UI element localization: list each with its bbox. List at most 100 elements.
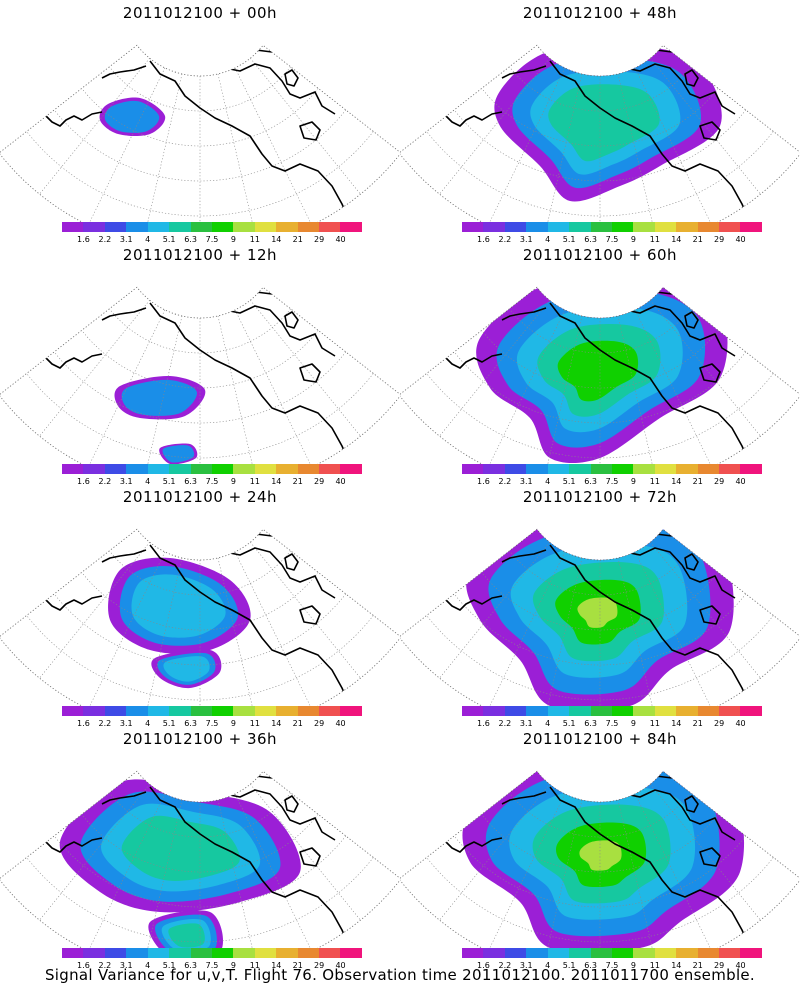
colorbar-tick-label: 1.6 bbox=[77, 961, 90, 970]
colorbar-swatch bbox=[104, 948, 127, 958]
colorbar-swatch bbox=[547, 222, 570, 232]
colorbar-tick-label: 4 bbox=[145, 719, 151, 728]
colorbar-swatch bbox=[504, 464, 527, 474]
colorbar-swatch bbox=[740, 464, 762, 474]
polar-map bbox=[400, 44, 800, 222]
panel-title: 2011012100 + 36h bbox=[122, 730, 278, 748]
colorbar-swatch bbox=[526, 948, 548, 958]
colorbar-tick-label: 29 bbox=[714, 719, 725, 728]
colorbar-tick-label: 2.2 bbox=[498, 477, 512, 486]
colorbar-tick-label: 7.5 bbox=[205, 477, 219, 486]
colorbar-swatch bbox=[211, 464, 234, 474]
polar-map bbox=[0, 528, 400, 706]
colorbar bbox=[62, 706, 362, 716]
colorbar-tick-label: 14 bbox=[271, 235, 282, 244]
colorbar-tick-label: 2.2 bbox=[98, 719, 112, 728]
colorbar-swatch bbox=[126, 464, 148, 474]
panel-title: 2011012100 + 48h bbox=[522, 4, 678, 22]
colorbar-tick-label: 1.6 bbox=[77, 719, 90, 728]
panel-title: 2011012100 + 00h bbox=[122, 4, 278, 22]
colorbar-tick-label: 1.6 bbox=[77, 235, 90, 244]
colorbar-tick-label: 11 bbox=[649, 477, 660, 486]
colorbar-swatch bbox=[62, 464, 84, 474]
colorbar-tick-label: 9 bbox=[230, 961, 236, 970]
colorbar-swatch bbox=[654, 464, 677, 474]
colorbar-tick-label: 1.6 bbox=[77, 477, 90, 486]
colorbar-labels: 1.6 2.2 3.1 4 5.1 6.3 7.5 9 11 14 21 29 40 bbox=[462, 477, 762, 487]
colorbar-swatch bbox=[676, 948, 698, 958]
colorbar-swatch bbox=[719, 464, 741, 474]
colorbar-tick-label: 2.2 bbox=[98, 235, 112, 244]
colorbar-tick-label: 14 bbox=[271, 477, 282, 486]
colorbar-swatch bbox=[233, 464, 255, 474]
colorbar-swatch bbox=[340, 706, 362, 716]
panel-title: 2011012100 + 84h bbox=[522, 730, 678, 748]
colorbar-tick-label: 11 bbox=[649, 235, 660, 244]
colorbar bbox=[62, 222, 362, 232]
colorbar-swatch bbox=[483, 706, 505, 716]
colorbar-tick-label: 2.2 bbox=[98, 961, 112, 970]
colorbar-swatch bbox=[462, 464, 484, 474]
colorbar-labels: 1.6 2.2 3.1 4 5.1 6.3 7.5 9 11 14 21 29 40 bbox=[62, 719, 362, 729]
colorbar-swatch bbox=[233, 948, 255, 958]
colorbar-swatch bbox=[483, 222, 505, 232]
colorbar-swatch bbox=[62, 706, 84, 716]
colorbar-tick-label: 2.2 bbox=[498, 235, 512, 244]
colorbar-swatch bbox=[319, 948, 341, 958]
colorbar-tick-label: 11 bbox=[249, 477, 260, 486]
colorbar-swatch bbox=[104, 706, 127, 716]
colorbar-swatch bbox=[633, 464, 655, 474]
colorbar-tick-label: 40 bbox=[335, 235, 346, 244]
colorbar-swatch bbox=[569, 464, 591, 474]
colorbar-tick-label: 21 bbox=[292, 477, 303, 486]
colorbar-swatch bbox=[104, 464, 127, 474]
colorbar-swatch bbox=[276, 706, 298, 716]
colorbar-tick-label: 40 bbox=[335, 961, 346, 970]
colorbar bbox=[62, 464, 362, 474]
panel-title: 2011012100 + 12h bbox=[122, 246, 278, 264]
colorbar-swatch bbox=[719, 948, 741, 958]
colorbar-tick-label: 5.1 bbox=[562, 961, 576, 970]
colorbar-swatch bbox=[526, 706, 548, 716]
colorbar-swatch bbox=[462, 706, 484, 716]
colorbar-tick-label: 5.1 bbox=[562, 477, 576, 486]
colorbar-swatch bbox=[676, 706, 698, 716]
colorbar-tick-label: 14 bbox=[671, 477, 682, 486]
colorbar-swatch bbox=[147, 464, 170, 474]
colorbar-tick-label: 40 bbox=[335, 477, 346, 486]
colorbar-tick-label: 6.3 bbox=[584, 719, 597, 728]
colorbar-tick-label: 40 bbox=[735, 235, 746, 244]
colorbar-swatch bbox=[319, 464, 341, 474]
colorbar-swatch bbox=[169, 706, 191, 716]
variance-contour bbox=[579, 840, 622, 871]
colorbar-swatch bbox=[740, 948, 762, 958]
colorbar bbox=[462, 222, 762, 232]
colorbar bbox=[62, 948, 362, 958]
colorbar-swatch bbox=[297, 948, 320, 958]
colorbar-tick-label: 6.3 bbox=[184, 961, 197, 970]
colorbar-swatch bbox=[590, 222, 612, 232]
colorbar-swatch bbox=[462, 222, 484, 232]
colorbar-tick-label: 3.1 bbox=[119, 235, 133, 244]
colorbar-swatch bbox=[147, 948, 170, 958]
colorbar-tick-label: 7.5 bbox=[205, 719, 219, 728]
colorbar-swatch bbox=[697, 948, 720, 958]
colorbar-swatch bbox=[340, 222, 362, 232]
colorbar-tick-label: 9 bbox=[630, 235, 636, 244]
colorbar-tick-label: 3.1 bbox=[519, 235, 533, 244]
colorbar-swatch bbox=[547, 464, 570, 474]
colorbar-swatch bbox=[297, 706, 320, 716]
colorbar-swatch bbox=[190, 464, 212, 474]
colorbar-tick-label: 1.6 bbox=[477, 477, 490, 486]
colorbar-tick-label: 29 bbox=[314, 477, 325, 486]
variance-contour bbox=[162, 445, 195, 463]
colorbar-labels: 1.6 2.2 3.1 4 5.1 6.3 7.5 9 11 14 21 29 40 bbox=[62, 477, 362, 487]
colorbar-swatch bbox=[83, 706, 105, 716]
colorbar-swatch bbox=[483, 464, 505, 474]
colorbar-tick-label: 21 bbox=[292, 235, 303, 244]
colorbar-tick-label: 2.2 bbox=[498, 961, 512, 970]
panel-title: 2011012100 + 60h bbox=[522, 246, 678, 264]
colorbar-labels: 1.6 2.2 3.1 4 5.1 6.3 7.5 9 11 14 21 29 40 bbox=[462, 235, 762, 245]
colorbar-swatch bbox=[319, 222, 341, 232]
colorbar-swatch bbox=[740, 706, 762, 716]
